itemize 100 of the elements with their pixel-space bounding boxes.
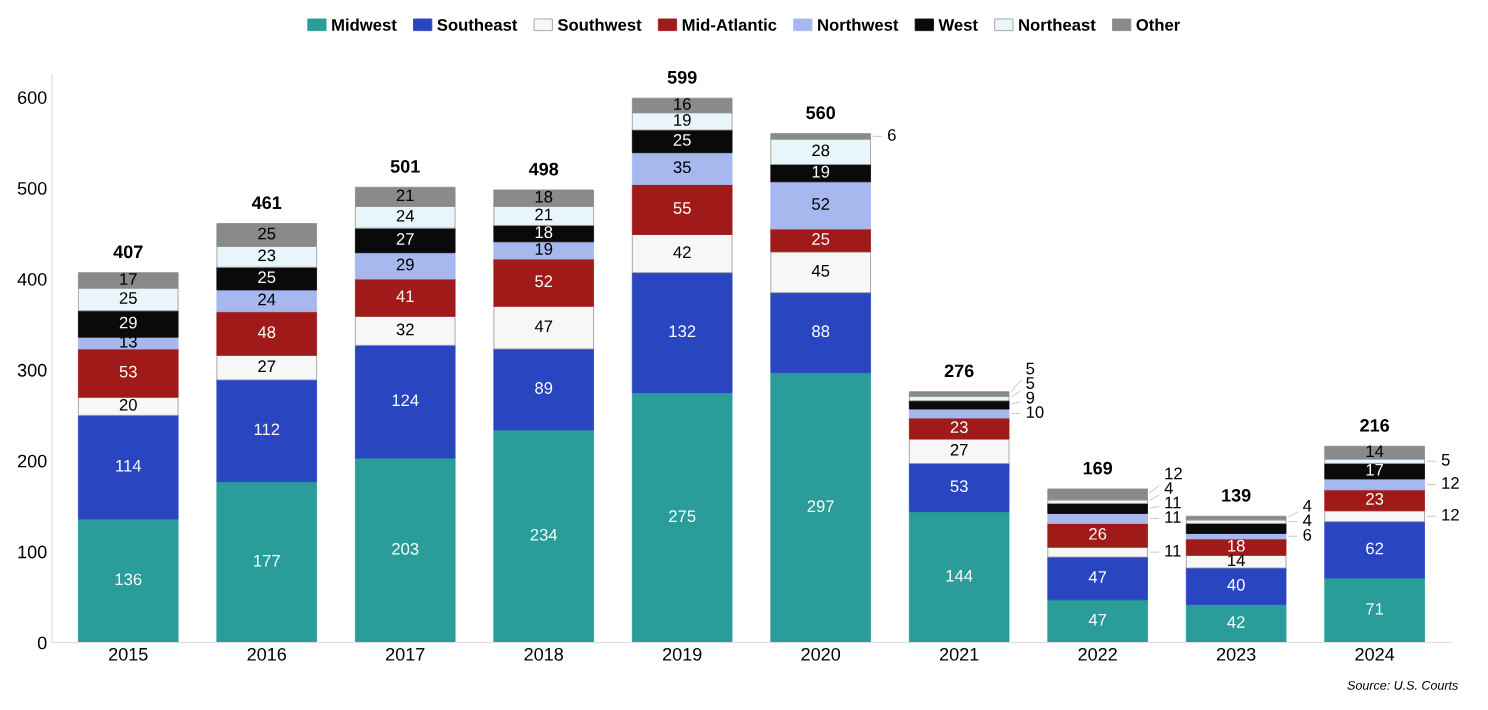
data-label: 23 xyxy=(1366,492,1384,505)
data-label: 25 xyxy=(258,227,276,240)
data-label: 71 xyxy=(1366,603,1384,615)
legend-label: Southwest xyxy=(557,18,642,31)
source-note: Source: U.S. Courts xyxy=(1347,680,1458,690)
data-label: 275 xyxy=(669,510,696,523)
data-label: 4 xyxy=(1303,499,1312,512)
data-label: 26 xyxy=(1089,527,1107,540)
data-label: 19 xyxy=(812,165,830,178)
x-tick-label: 2017 xyxy=(386,647,425,661)
legend-label: Other xyxy=(1136,18,1180,31)
x-tick-label: 2018 xyxy=(524,647,564,661)
data-label: 11 xyxy=(1165,544,1181,557)
total-label: 216 xyxy=(1360,418,1390,432)
data-label: 234 xyxy=(530,528,558,541)
data-label: 177 xyxy=(254,554,280,567)
data-label: 14 xyxy=(1366,445,1384,457)
data-label: 17 xyxy=(1366,464,1384,476)
data-label: 42 xyxy=(673,246,691,258)
data-label: 89 xyxy=(535,382,553,394)
data-label: 35 xyxy=(673,161,691,174)
x-tick-label: 2023 xyxy=(1216,647,1256,661)
y-tick-label: 500 xyxy=(17,182,47,195)
data-label: 136 xyxy=(115,573,142,586)
legend-label: Mid-Atlantic xyxy=(682,18,777,31)
data-label: 28 xyxy=(812,144,830,157)
data-label: 25 xyxy=(673,134,691,146)
data-label: 53 xyxy=(119,365,137,378)
total-label: 461 xyxy=(251,196,282,210)
data-label: 16 xyxy=(674,98,691,110)
data-label: 41 xyxy=(396,290,414,302)
data-label: 12 xyxy=(1442,477,1459,489)
data-label: 40 xyxy=(1227,578,1245,591)
data-label: 5 xyxy=(1441,454,1450,466)
data-label: 4 xyxy=(1303,514,1312,526)
x-tick-label: 2021 xyxy=(940,647,979,661)
total-label: 407 xyxy=(113,245,143,259)
x-tick-label: 2015 xyxy=(109,647,148,661)
data-label: 10 xyxy=(1026,406,1044,419)
total-label: 560 xyxy=(806,106,836,120)
data-label: 20 xyxy=(119,398,137,411)
data-label: 12 xyxy=(1442,508,1459,521)
data-label: 19 xyxy=(535,243,553,255)
data-label: 45 xyxy=(811,265,830,277)
data-label: 55 xyxy=(673,202,691,214)
data-label: 42 xyxy=(1227,616,1245,628)
data-label: 53 xyxy=(950,480,968,493)
legend-label: Northwest xyxy=(818,18,899,31)
data-label: 5 xyxy=(1026,362,1035,375)
x-tick-label: 2020 xyxy=(801,647,841,661)
data-label: 88 xyxy=(812,325,830,338)
data-label: 6 xyxy=(1303,528,1312,541)
data-label: 23 xyxy=(258,249,276,262)
data-label: 47 xyxy=(1088,571,1107,583)
data-label: 62 xyxy=(1366,542,1384,555)
data-label: 9 xyxy=(1026,391,1035,404)
data-label: 29 xyxy=(119,316,137,329)
legend-label: Southeast xyxy=(437,18,518,31)
data-label: 27 xyxy=(950,443,968,456)
total-label: 498 xyxy=(528,162,559,176)
y-tick-label: 200 xyxy=(18,454,47,468)
data-label: 5 xyxy=(1026,377,1035,389)
total-label: 139 xyxy=(1222,488,1251,502)
data-label: 297 xyxy=(807,500,834,513)
total-label: 169 xyxy=(1083,461,1113,475)
data-label: 203 xyxy=(392,542,419,555)
data-label: 25 xyxy=(258,271,276,284)
x-tick-label: 2022 xyxy=(1078,647,1117,661)
data-label: 18 xyxy=(535,226,553,239)
data-label: 17 xyxy=(120,273,137,285)
y-tick-label: 0 xyxy=(37,636,47,650)
legend-label: West xyxy=(938,19,978,31)
data-label: 21 xyxy=(535,208,553,221)
data-label: 12 xyxy=(1165,467,1182,480)
data-label: 124 xyxy=(392,394,419,407)
x-tick-label: 2024 xyxy=(1355,647,1395,661)
y-tick-label: 600 xyxy=(18,91,47,104)
data-label: 24 xyxy=(396,209,414,222)
data-label: 48 xyxy=(257,326,276,339)
data-label: 112 xyxy=(254,423,280,436)
data-label: 144 xyxy=(946,569,973,582)
data-label: 11 xyxy=(1165,496,1181,509)
data-label: 14 xyxy=(1228,554,1245,566)
y-tick-label: 400 xyxy=(17,272,47,286)
y-tick-label: 300 xyxy=(17,363,47,377)
total-label: 501 xyxy=(390,159,420,173)
data-label: 52 xyxy=(812,198,830,210)
data-label: 21 xyxy=(396,189,414,202)
data-label: 114 xyxy=(116,460,142,472)
legend-label: Midwest xyxy=(332,18,397,31)
total-label: 276 xyxy=(944,364,974,378)
total-label: 599 xyxy=(667,70,697,84)
data-label: 25 xyxy=(119,292,137,304)
data-label: 19 xyxy=(674,114,691,126)
data-label: 13 xyxy=(120,335,137,348)
data-label: 18 xyxy=(1228,539,1245,552)
data-label: 25 xyxy=(812,233,830,245)
legend-label: Northeast xyxy=(1019,18,1096,31)
data-label: 6 xyxy=(888,129,896,141)
x-tick-label: 2019 xyxy=(663,647,702,661)
